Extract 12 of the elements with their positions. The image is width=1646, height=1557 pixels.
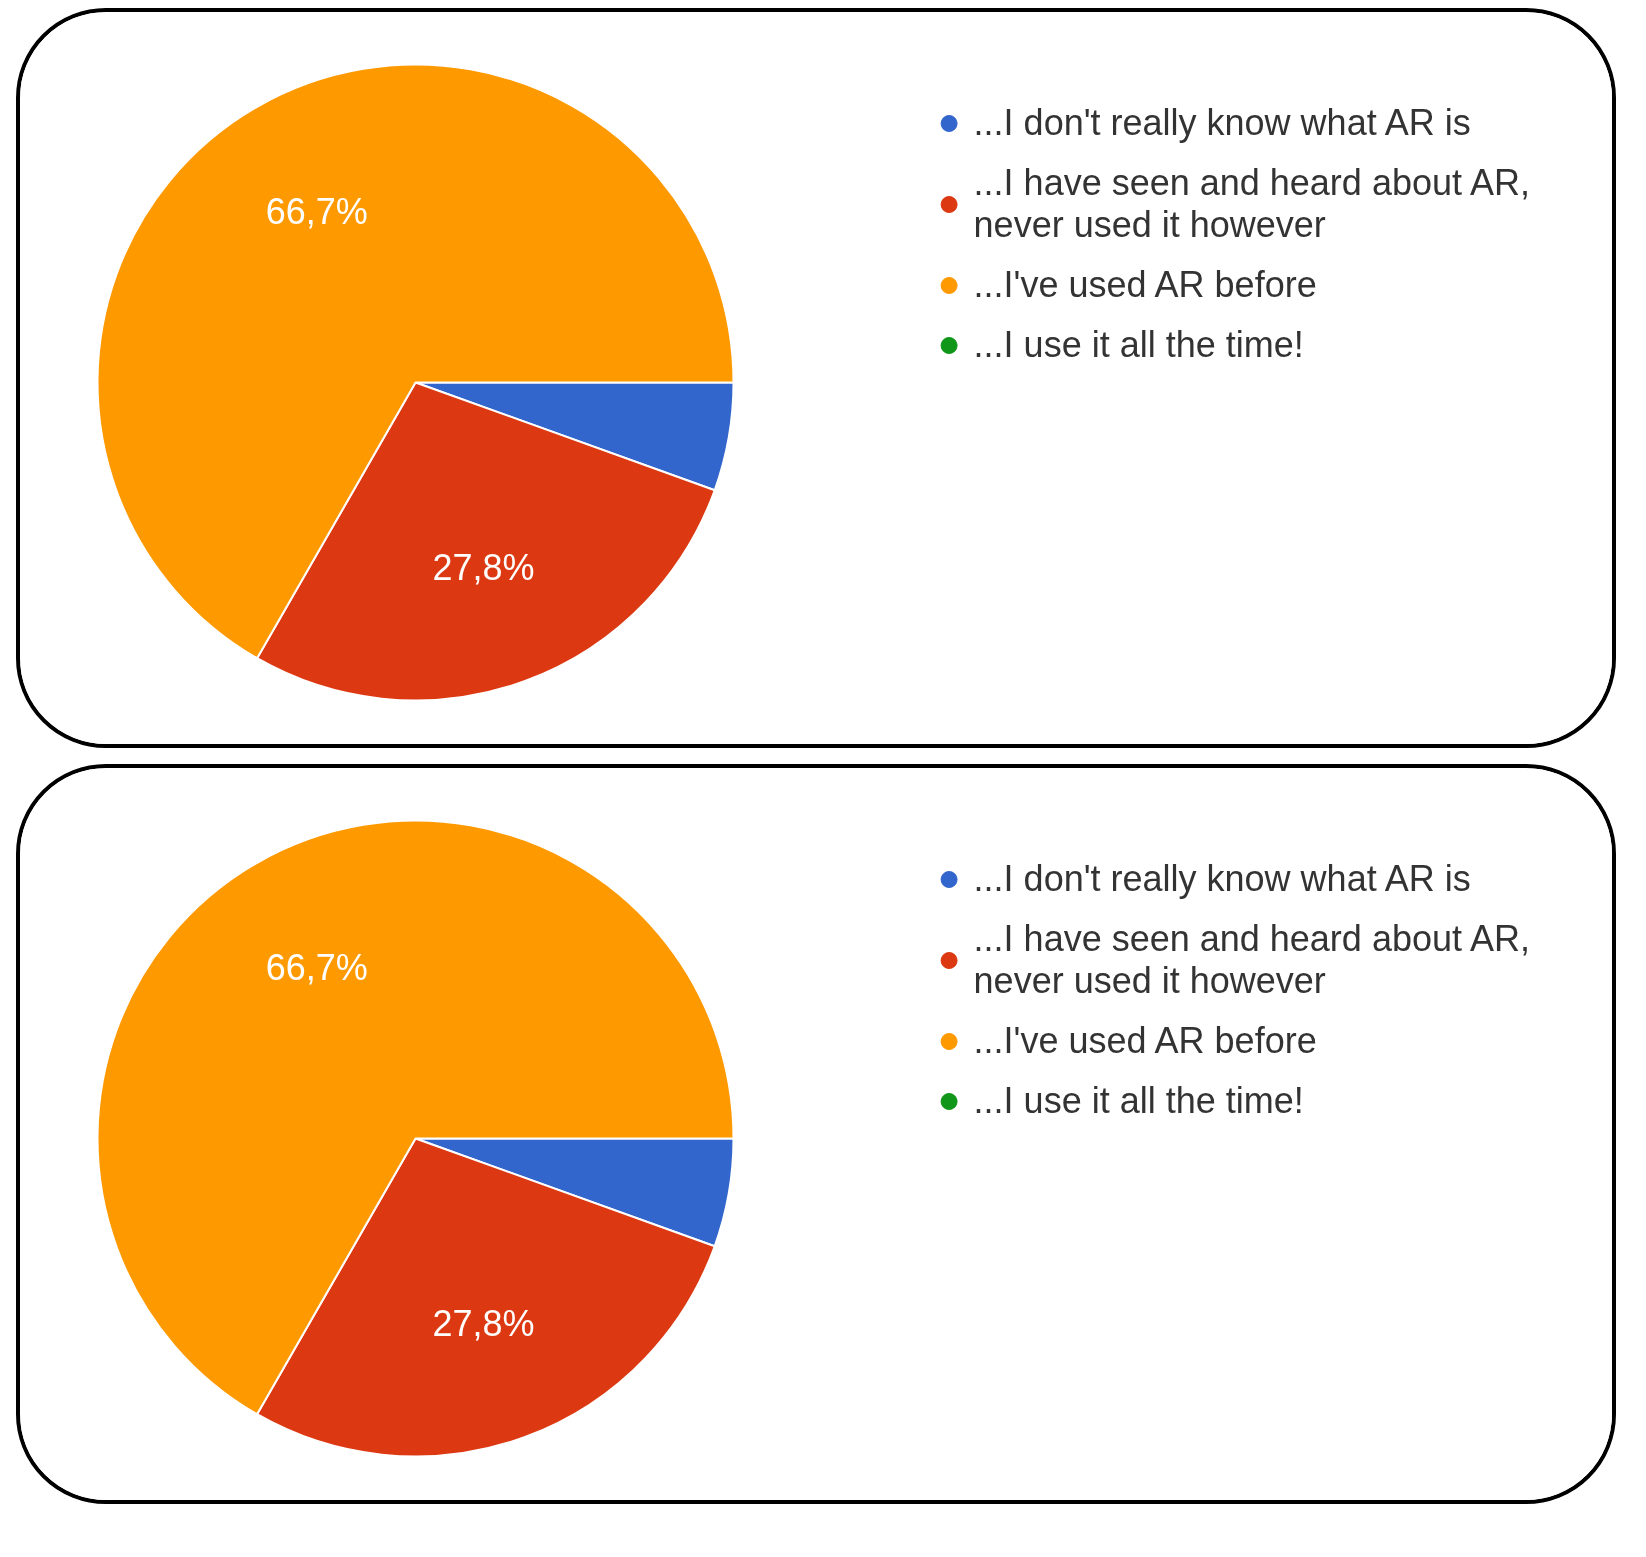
legend-label: ...I've used AR before <box>973 264 1317 306</box>
data-label: 66,7% <box>265 947 368 989</box>
data-label: 66,7% <box>265 191 368 233</box>
legend-label: ...I don't really know what AR is <box>973 858 1471 900</box>
legend-label: ...I have seen and heard about AR, never used it however <box>973 918 1530 1002</box>
legend-label: ...I don't really know what AR is <box>973 102 1471 144</box>
legend-label: ...I've used AR before <box>973 1020 1317 1062</box>
data-label: 27,8% <box>432 547 535 589</box>
legend-label: ...I have seen and heard about AR, never used it however <box>973 162 1530 246</box>
legend-label: ...I use it all the time! <box>973 324 1304 366</box>
legend-label: ...I use it all the time! <box>973 1080 1304 1122</box>
data-label: 27,8% <box>432 1303 535 1345</box>
